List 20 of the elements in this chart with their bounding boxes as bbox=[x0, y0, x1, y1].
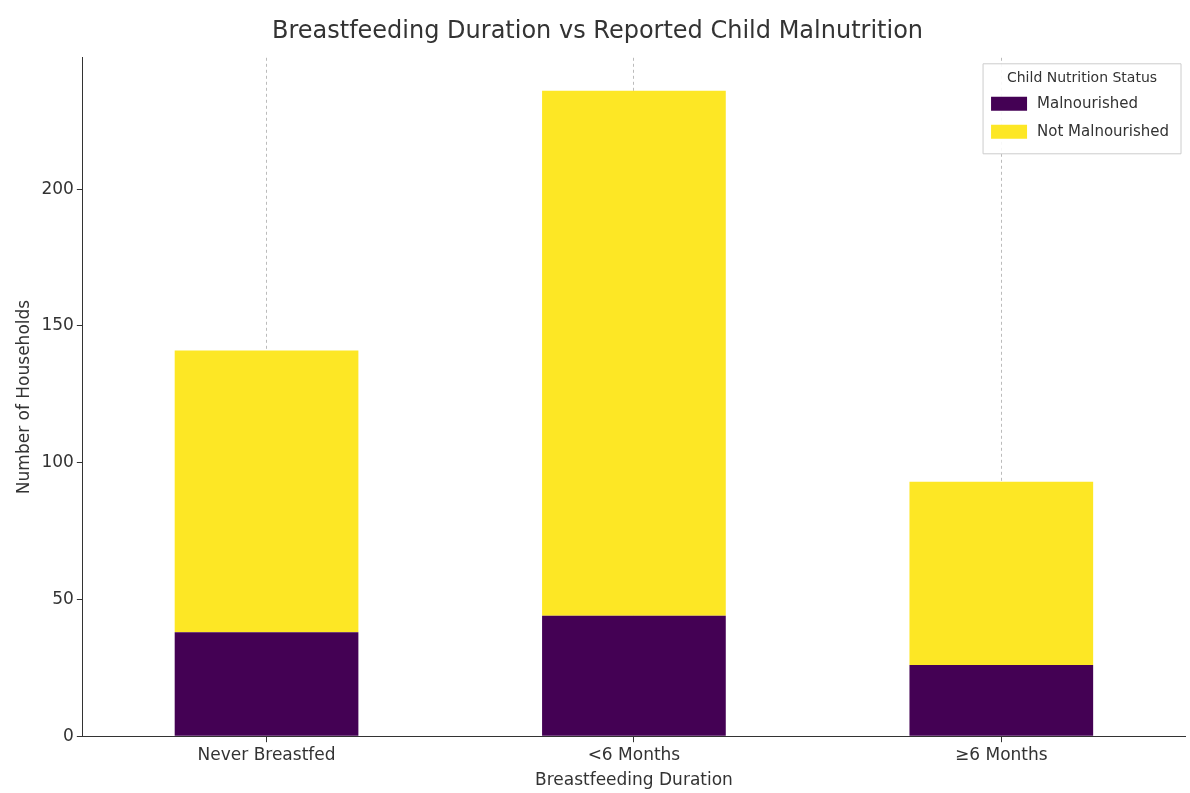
bar bbox=[542, 90, 726, 616]
x-tick-label: <6 Months bbox=[587, 743, 681, 764]
legend-label: Malnourished bbox=[1037, 93, 1138, 112]
y-axis-title: Number of Households bbox=[12, 299, 33, 495]
x-tick-label: ≥6 Months bbox=[955, 743, 1048, 764]
y-tick-label: 0 bbox=[63, 724, 74, 745]
x-tick-label: Never Breastfed bbox=[197, 743, 336, 764]
bar bbox=[174, 632, 359, 736]
bar bbox=[909, 481, 1094, 666]
y-tick-label: 50 bbox=[52, 587, 74, 608]
x-axis-title: Breastfeeding Duration bbox=[534, 769, 733, 790]
chart-title: Breastfeeding Duration vs Reported Child Malnutrition bbox=[271, 15, 924, 44]
legend-title: Child Nutrition Status bbox=[1006, 69, 1158, 86]
y-tick-label: 200 bbox=[41, 177, 74, 198]
bar bbox=[174, 350, 359, 633]
bar bbox=[542, 615, 726, 736]
y-tick-label: 150 bbox=[41, 314, 74, 335]
bar bbox=[909, 665, 1094, 736]
legend-label: Not Malnourished bbox=[1037, 121, 1170, 140]
y-tick-label: 100 bbox=[41, 451, 74, 472]
